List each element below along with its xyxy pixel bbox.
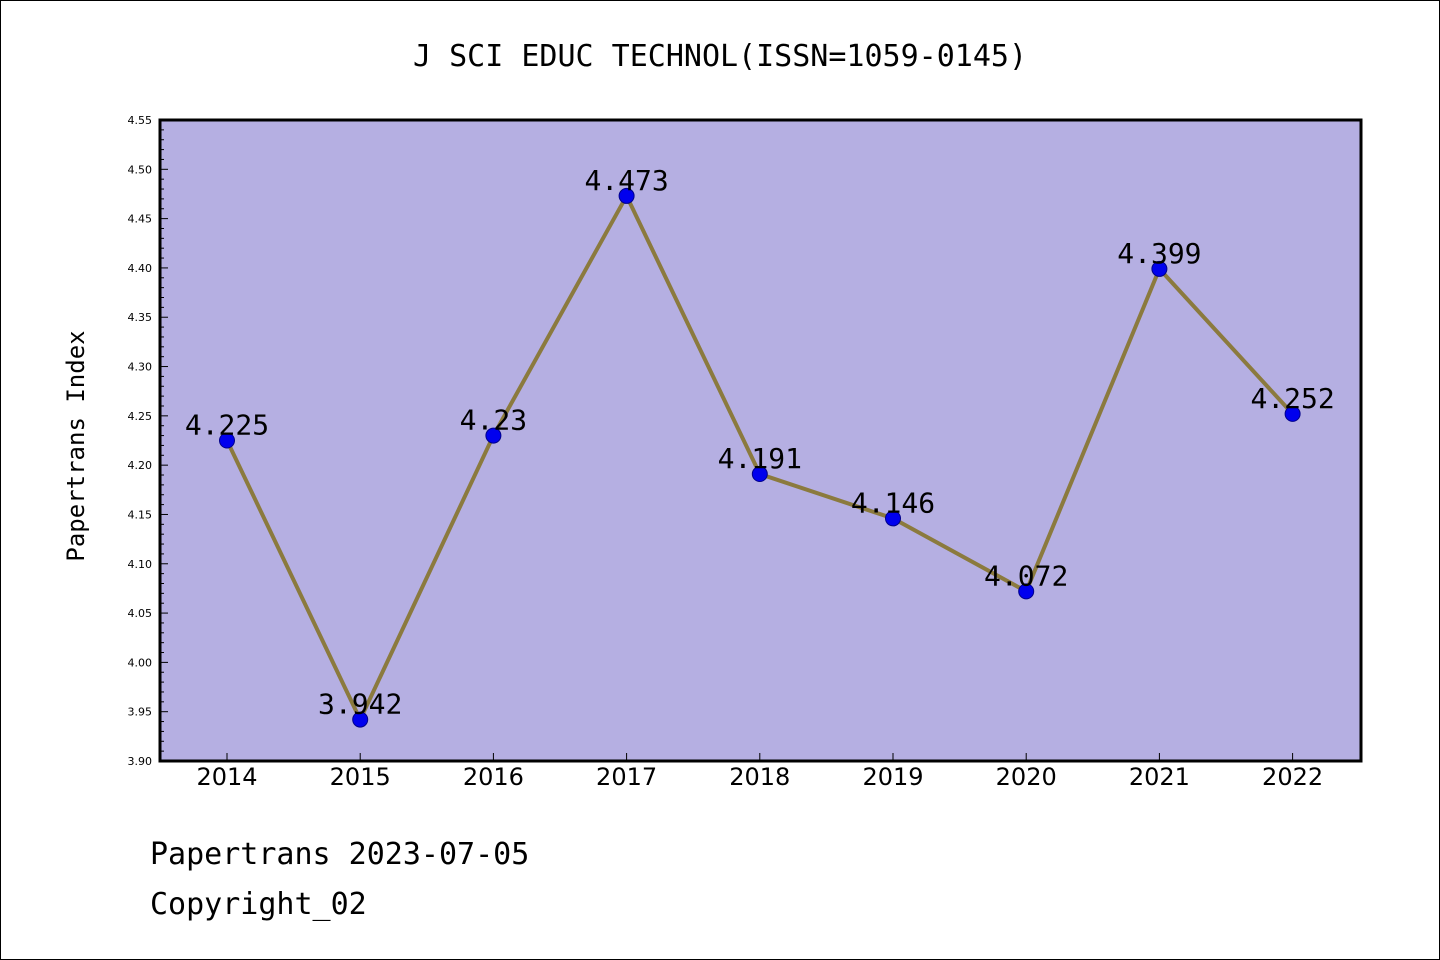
- y-tick-label: 4.40: [128, 262, 153, 275]
- data-label: 4.225: [185, 409, 269, 442]
- data-point: [1284, 405, 1301, 422]
- y-tick-label: 4.50: [128, 163, 153, 176]
- data-point: [1018, 583, 1035, 600]
- footer-date: Papertrans 2023-07-05: [150, 837, 529, 872]
- plot-border: [158, 118, 1363, 763]
- y-tick-label: 4.45: [128, 213, 153, 226]
- y-tick-label: 4.25: [128, 410, 153, 423]
- x-tick-label: 2015: [330, 763, 391, 791]
- data-label: 4.23: [460, 404, 527, 437]
- data-point: [352, 711, 369, 728]
- data-label: 4.252: [1250, 382, 1334, 415]
- data-label: 4.473: [584, 164, 668, 197]
- x-tick-label: 2019: [862, 763, 923, 791]
- y-tick-label: 4.15: [128, 508, 153, 521]
- data-label: 4.399: [1117, 237, 1201, 270]
- data-labels: 4.225 3.942 4.23 4.473 4.191 4.146 4.072 4.399 4…: [185, 164, 1335, 721]
- x-tick-label: 2016: [463, 763, 524, 791]
- data-label: 4.072: [984, 559, 1068, 592]
- data-label: 3.942: [318, 688, 402, 721]
- y-tick-label: 4.55: [128, 114, 153, 127]
- y-tick-label: 4.35: [128, 311, 153, 324]
- data-label: 4.191: [718, 442, 802, 475]
- data-label: 4.146: [851, 486, 935, 519]
- plot-area: [160, 120, 1361, 761]
- footer-copyright: Copyright_02: [150, 887, 367, 922]
- y-tick-label: 4.00: [128, 656, 153, 669]
- y-tick-label: 4.10: [128, 558, 153, 571]
- chart-title: J SCI EDUC TECHNOL(ISSN=1059-0145): [413, 39, 1027, 74]
- data-point: [485, 427, 502, 444]
- x-tick-labels: 2014 2015 2016 2017 2018 2019 2020 2021 2022: [196, 763, 1323, 791]
- data-markers: [219, 187, 1301, 728]
- x-tick-label: 2018: [729, 763, 790, 791]
- y-tick-labels: 3.90 3.95 4.00 4.05 4.10 4.15 4.20 4.25 4.30 4.35…: [128, 114, 153, 768]
- x-tick-label: 2022: [1262, 763, 1323, 791]
- x-tick-label: 2021: [1129, 763, 1190, 791]
- y-tick-label: 4.05: [128, 607, 153, 620]
- x-tick-label: 2017: [596, 763, 657, 791]
- y-tick-label: 3.90: [128, 755, 153, 768]
- data-point: [1151, 260, 1168, 277]
- y-tick-label: 4.20: [128, 459, 153, 472]
- y-tick-label: 3.95: [128, 706, 153, 719]
- y-tick-label: 4.30: [128, 361, 153, 374]
- x-tick-label: 2014: [196, 763, 257, 791]
- y-axis-label: Papertrans Index: [62, 330, 90, 561]
- data-point: [751, 466, 768, 483]
- data-point: [618, 187, 635, 204]
- data-point: [219, 432, 235, 449]
- x-tick-label: 2020: [996, 763, 1057, 791]
- data-point: [885, 510, 901, 527]
